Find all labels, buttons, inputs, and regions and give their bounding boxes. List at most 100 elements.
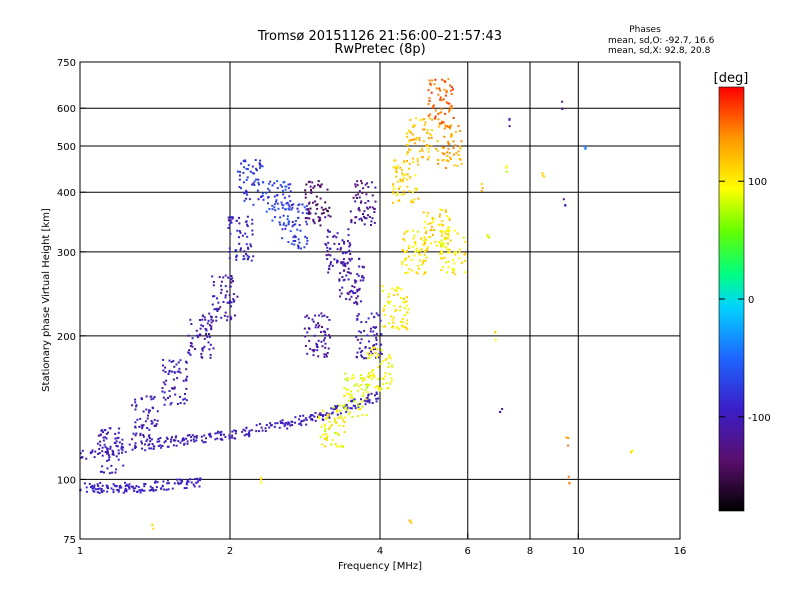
echo-point <box>361 405 364 408</box>
echo-point <box>326 235 329 238</box>
echo-point <box>362 276 365 279</box>
echo-point <box>309 347 312 350</box>
echo-point <box>387 302 390 305</box>
echo-point <box>441 243 444 246</box>
echo-point <box>117 436 120 439</box>
echo-point <box>364 201 367 204</box>
echo-point <box>323 314 326 317</box>
echo-point <box>93 486 96 488</box>
echo-point <box>281 419 284 422</box>
echo-point <box>420 248 423 251</box>
echo-point <box>427 211 430 214</box>
echo-point <box>250 259 253 262</box>
echo-point <box>426 214 429 217</box>
echo-point <box>440 121 443 124</box>
echo-point <box>338 404 341 407</box>
echo-point <box>443 88 446 91</box>
echo-point <box>305 212 308 215</box>
echo-point <box>420 147 423 150</box>
echo-point <box>406 185 409 188</box>
echo-point <box>322 208 325 211</box>
echo-point <box>273 425 276 428</box>
echo-point <box>135 432 138 435</box>
echo-point <box>275 200 277 203</box>
echo-point <box>260 481 262 484</box>
echo-point <box>175 363 178 366</box>
echo-point <box>414 243 417 246</box>
echo-point <box>265 424 268 426</box>
echo-point <box>248 255 251 258</box>
echo-point <box>360 321 363 324</box>
echo-point <box>336 409 339 411</box>
echo-point <box>403 326 406 329</box>
echo-point <box>143 489 146 492</box>
echo-point <box>356 295 359 298</box>
echo-point <box>450 107 453 110</box>
echo-point <box>94 488 97 491</box>
echo-point <box>373 344 376 347</box>
echo-point <box>152 397 155 400</box>
echo-point <box>128 483 131 486</box>
echo-point <box>141 442 143 445</box>
echo-point <box>98 492 101 494</box>
echo-point <box>428 97 431 100</box>
echo-point <box>438 87 441 90</box>
echo-point <box>328 334 330 337</box>
echo-point <box>96 491 99 494</box>
echo-point <box>430 225 433 228</box>
echo-point <box>97 488 99 491</box>
echo-point <box>416 157 419 160</box>
echo-point <box>131 448 134 451</box>
echo-point <box>356 273 359 276</box>
echo-point <box>216 310 219 312</box>
echo-point <box>308 339 311 342</box>
echo-point <box>188 434 191 436</box>
echo-point <box>289 230 292 233</box>
echo-point <box>283 425 286 428</box>
echo-point <box>392 190 395 193</box>
echo-point <box>336 432 339 435</box>
echo-point <box>401 249 404 252</box>
echo-point <box>425 144 428 147</box>
echo-point <box>109 445 112 448</box>
echo-point <box>406 153 409 156</box>
echo-point <box>113 484 116 487</box>
echo-point <box>216 297 218 300</box>
echo-point <box>317 417 320 420</box>
echo-point <box>306 352 309 355</box>
echo-point <box>440 223 443 226</box>
echo-point <box>301 203 304 206</box>
echo-point <box>403 307 406 310</box>
echo-point <box>349 396 352 399</box>
echo-point <box>106 459 108 462</box>
echo-point <box>111 453 114 456</box>
echo-point <box>279 223 282 226</box>
echo-point <box>393 304 396 307</box>
echo-point <box>322 330 325 333</box>
echo-point <box>327 271 330 274</box>
echo-point <box>297 210 300 213</box>
echo-point <box>347 413 350 416</box>
echo-point <box>407 255 410 258</box>
echo-point <box>110 487 113 490</box>
echo-point <box>183 438 185 441</box>
echo-point <box>179 441 182 444</box>
echo-point <box>340 247 342 250</box>
echo-point <box>339 412 342 415</box>
echo-point <box>299 422 302 425</box>
echo-point <box>181 480 184 483</box>
echo-point <box>318 219 321 222</box>
echo-point <box>209 432 212 435</box>
echo-point <box>416 272 419 275</box>
echo-point <box>335 421 338 424</box>
echo-point <box>362 187 365 190</box>
echo-point <box>215 315 218 318</box>
echo-point <box>448 102 451 105</box>
echo-point <box>414 250 417 253</box>
echo-point <box>412 237 415 240</box>
echo-point <box>434 109 437 112</box>
echo-point <box>494 338 497 341</box>
echo-point <box>312 201 314 204</box>
echo-point <box>453 268 456 271</box>
echo-point <box>584 147 587 150</box>
